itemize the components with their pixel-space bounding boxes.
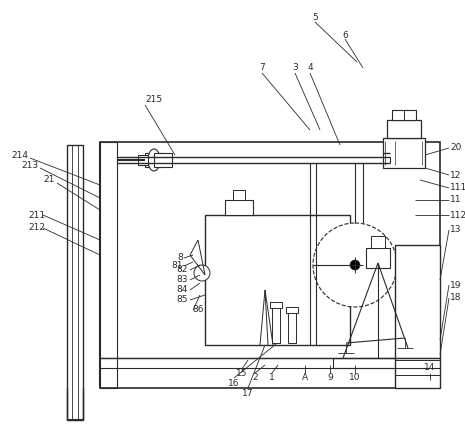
Text: 14: 14	[425, 363, 436, 373]
Bar	[371, 236, 385, 248]
Text: 15: 15	[236, 369, 248, 379]
Text: 3: 3	[292, 64, 298, 73]
Text: A: A	[302, 374, 308, 382]
Text: 85: 85	[177, 296, 188, 304]
Text: 17: 17	[242, 390, 254, 399]
Bar	[395, 245, 440, 388]
Text: 82: 82	[177, 265, 188, 274]
Text: 81: 81	[172, 262, 183, 271]
Bar	[154, 153, 172, 167]
Bar	[205, 215, 350, 345]
Text: 211: 211	[28, 210, 45, 220]
Text: 1: 1	[269, 374, 275, 382]
Bar	[366, 248, 390, 268]
Bar	[288, 310, 296, 343]
Bar	[233, 190, 245, 200]
Text: 83: 83	[177, 276, 188, 285]
Circle shape	[313, 223, 397, 307]
Bar	[383, 138, 425, 168]
Text: 10: 10	[349, 374, 361, 382]
Text: 86: 86	[192, 306, 204, 315]
Bar	[333, 358, 408, 368]
Text: 212: 212	[28, 223, 45, 232]
Text: 84: 84	[177, 285, 188, 295]
Ellipse shape	[148, 149, 160, 171]
Text: 5: 5	[312, 14, 318, 22]
Bar	[392, 110, 416, 120]
Bar	[100, 142, 440, 388]
Bar	[145, 153, 163, 167]
Text: 215: 215	[145, 95, 162, 104]
Text: 11: 11	[450, 195, 461, 204]
Bar	[387, 120, 421, 138]
Circle shape	[350, 260, 360, 270]
Bar	[270, 302, 282, 308]
Text: 112: 112	[450, 210, 465, 220]
Text: 12: 12	[450, 170, 461, 179]
Text: 4: 4	[307, 64, 313, 73]
Circle shape	[194, 265, 210, 281]
Bar	[138, 155, 148, 165]
Text: 20: 20	[450, 143, 461, 153]
Text: 213: 213	[21, 161, 38, 170]
Text: 9: 9	[327, 374, 333, 382]
Text: 111: 111	[450, 184, 465, 192]
Text: 19: 19	[450, 281, 461, 290]
Bar	[286, 307, 298, 313]
Text: 8: 8	[177, 254, 183, 262]
Bar	[225, 200, 253, 215]
Text: 13: 13	[450, 226, 461, 234]
Text: 18: 18	[450, 293, 461, 302]
Text: 6: 6	[342, 31, 348, 39]
Text: 7: 7	[259, 64, 265, 73]
Bar	[272, 305, 280, 343]
Text: 16: 16	[228, 379, 240, 388]
Text: 21: 21	[44, 176, 55, 184]
Bar	[67, 145, 83, 420]
Text: 2: 2	[252, 374, 258, 382]
Text: 214: 214	[11, 151, 28, 159]
